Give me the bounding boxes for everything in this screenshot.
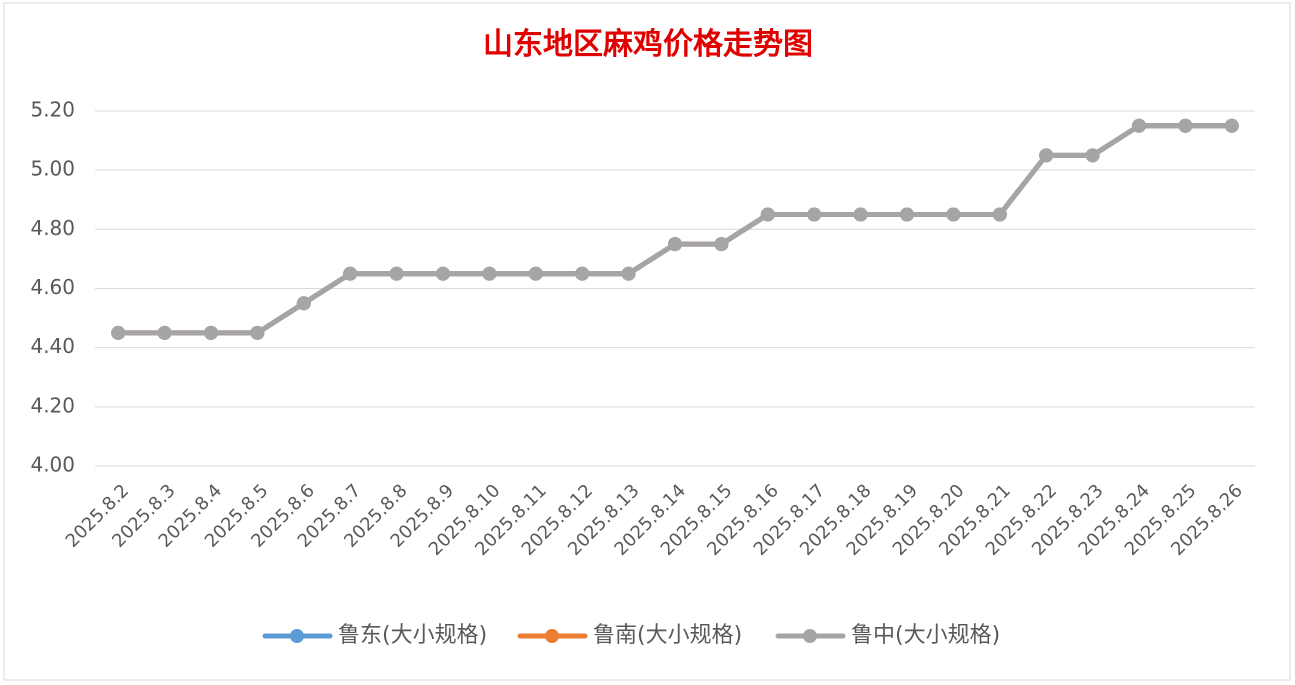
data-point xyxy=(946,207,961,222)
legend-label: 鲁南(大小规格) xyxy=(593,623,742,648)
data-point xyxy=(714,237,729,252)
y-tick-label: 5.20 xyxy=(30,98,75,122)
data-point xyxy=(482,266,497,281)
data-point xyxy=(760,207,775,222)
legend-label: 鲁东(大小规格) xyxy=(338,623,487,648)
legend-marker xyxy=(290,629,304,643)
data-point xyxy=(204,325,218,340)
data-point xyxy=(436,266,450,281)
data-point xyxy=(853,207,868,222)
y-tick-label: 4.60 xyxy=(30,275,75,299)
chart-area xyxy=(3,2,1291,681)
data-point xyxy=(575,266,590,281)
data-point xyxy=(389,266,404,281)
data-point xyxy=(1085,148,1100,163)
data-point xyxy=(807,207,822,222)
data-point xyxy=(1178,118,1193,133)
chart-title: 山东地区麻鸡价格走势图 xyxy=(483,27,813,61)
data-point xyxy=(1132,118,1146,133)
y-tick-label: 4.40 xyxy=(30,334,75,358)
y-tick-label: 4.80 xyxy=(30,216,75,240)
data-point xyxy=(668,237,682,252)
y-tick-label: 5.00 xyxy=(30,157,75,181)
data-point xyxy=(900,207,914,222)
data-point xyxy=(111,325,126,340)
data-point xyxy=(343,266,358,281)
y-tick-label: 4.20 xyxy=(30,393,75,417)
data-point xyxy=(621,266,636,281)
data-point xyxy=(1224,118,1239,133)
data-point xyxy=(992,207,1007,222)
data-point xyxy=(157,325,172,340)
legend-marker xyxy=(803,629,817,643)
legend-marker xyxy=(545,629,559,643)
data-point xyxy=(250,325,265,340)
data-point xyxy=(528,266,543,281)
legend-label: 鲁中(大小规格) xyxy=(851,623,1000,648)
y-tick-label: 4.00 xyxy=(30,453,75,477)
data-point xyxy=(1039,148,1054,163)
data-point xyxy=(296,296,311,311)
